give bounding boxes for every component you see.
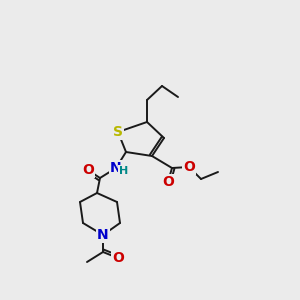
Text: O: O (112, 251, 124, 265)
Text: N: N (97, 228, 109, 242)
Text: S: S (113, 125, 123, 139)
Text: O: O (183, 160, 195, 174)
Text: O: O (162, 175, 174, 189)
Text: O: O (82, 163, 94, 177)
Text: H: H (119, 166, 129, 176)
Text: N: N (110, 161, 122, 175)
